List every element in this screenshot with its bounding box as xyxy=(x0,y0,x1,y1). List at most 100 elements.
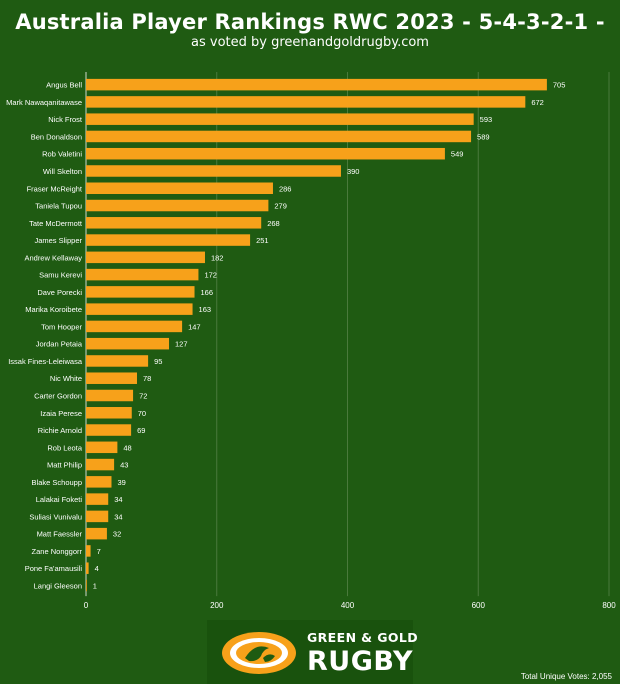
data-label: 182 xyxy=(211,253,224,262)
category-label: Angus Bell xyxy=(46,81,82,90)
x-tick-label: 600 xyxy=(472,601,486,610)
bar-chart: 0 200 400 600 800 Angus Bell 705 Mark Nawaqanit… xyxy=(6,72,616,610)
category-label: Issak Fines-Leleiwasa xyxy=(8,357,83,366)
category-label: Nic White xyxy=(50,374,82,383)
total-votes-note: Total Unique Votes: 2,055 xyxy=(520,672,612,681)
bar xyxy=(86,96,526,108)
data-label: 48 xyxy=(123,443,131,452)
data-label: 390 xyxy=(347,167,360,176)
category-label: Tom Hooper xyxy=(41,322,82,331)
data-label: 705 xyxy=(553,81,566,90)
category-label: Matt Philip xyxy=(47,461,82,470)
x-tick-label: 400 xyxy=(341,601,355,610)
data-label: 1 xyxy=(93,581,97,590)
category-label: Richie Arnold xyxy=(38,426,82,435)
data-label: 549 xyxy=(451,150,464,159)
data-label: 279 xyxy=(274,202,287,211)
x-tick-label: 200 xyxy=(210,601,224,610)
data-label: 4 xyxy=(95,564,99,573)
bar xyxy=(86,389,134,402)
data-label: 95 xyxy=(154,357,162,366)
bar xyxy=(86,545,91,557)
logo-line-2: RUGBY xyxy=(307,646,414,677)
bar xyxy=(86,337,170,350)
data-label: 251 xyxy=(256,236,269,245)
category-label: Blake Schoupp xyxy=(32,478,82,487)
category-label: Nick Frost xyxy=(48,115,83,124)
data-label: 672 xyxy=(531,98,544,107)
chart-subtitle: as voted by greenandgoldrugby.com xyxy=(191,35,429,50)
category-label: Lalakai Foketi xyxy=(36,495,83,504)
bar xyxy=(86,165,341,177)
bar xyxy=(86,407,132,419)
category-label: Rob Valetini xyxy=(42,150,82,159)
data-label: 147 xyxy=(188,322,201,331)
data-label: 34 xyxy=(114,495,122,504)
data-label: 7 xyxy=(97,547,101,556)
data-label: 172 xyxy=(204,271,217,280)
bar xyxy=(86,476,112,488)
bar xyxy=(86,441,118,454)
data-label: 69 xyxy=(137,426,145,435)
bar xyxy=(86,217,262,229)
bar xyxy=(86,424,132,436)
data-label: 43 xyxy=(120,461,128,470)
data-label: 593 xyxy=(480,115,493,124)
bar xyxy=(86,510,109,523)
category-label: Samu Kerevi xyxy=(39,271,82,280)
bar xyxy=(86,562,89,574)
bar xyxy=(86,199,269,212)
category-label: Zane Nonggorr xyxy=(32,547,83,556)
category-label: Carter Gordon xyxy=(34,391,82,400)
bar xyxy=(86,458,115,471)
category-label: Jordan Petaia xyxy=(36,340,83,349)
category-label: Dave Porecki xyxy=(37,288,82,297)
bar xyxy=(86,493,109,505)
bar xyxy=(86,355,149,367)
green-and-gold-rugby-logo: GREEN & GOLD RUGBY xyxy=(207,620,418,684)
category-label: Ben Donaldson xyxy=(31,132,82,141)
bar xyxy=(86,113,474,125)
category-label: Mark Nawaqanitawase xyxy=(6,98,82,107)
rugby-ball-icon xyxy=(222,632,296,674)
data-label: 39 xyxy=(117,478,125,487)
bar xyxy=(86,320,183,333)
category-label: Will Skelton xyxy=(43,167,82,176)
x-tick-label: 800 xyxy=(602,601,616,610)
data-label: 72 xyxy=(139,391,147,400)
category-label: Langi Gleeson xyxy=(34,581,82,590)
data-label: 127 xyxy=(175,340,188,349)
data-label: 589 xyxy=(477,132,490,141)
data-label: 286 xyxy=(279,184,292,193)
bar xyxy=(86,303,193,315)
category-label: Fraser McReight xyxy=(27,184,83,193)
category-label: Suliasi Vunivalu xyxy=(29,512,82,521)
bar xyxy=(86,130,472,143)
bar xyxy=(86,182,273,195)
data-label: 166 xyxy=(201,288,214,297)
category-label: Tate McDermott xyxy=(29,219,83,228)
category-label: Marika Koroibete xyxy=(25,305,82,314)
data-label: 268 xyxy=(267,219,280,228)
bar xyxy=(86,372,137,384)
data-label: 163 xyxy=(199,305,212,314)
bar xyxy=(86,579,87,592)
category-label: Pone Fa'amausili xyxy=(25,564,83,573)
bar xyxy=(86,527,107,540)
category-label: Rob Leota xyxy=(47,443,82,452)
category-label: Izaia Perese xyxy=(40,409,82,418)
category-label: Matt Faessler xyxy=(37,530,83,539)
bar xyxy=(86,78,547,91)
logo-line-1: GREEN & GOLD xyxy=(307,630,419,645)
data-label: 78 xyxy=(143,374,151,383)
data-label: 32 xyxy=(113,530,121,539)
bar xyxy=(86,268,199,281)
data-label: 34 xyxy=(114,512,122,521)
x-tick-label: 0 xyxy=(84,601,89,610)
category-label: James Slipper xyxy=(34,236,82,245)
bar xyxy=(86,286,195,298)
category-label: Taniela Tupou xyxy=(35,202,82,211)
bar xyxy=(86,251,205,264)
bar xyxy=(86,147,445,160)
chart-title: Australia Player Rankings RWC 2023 - 5-4… xyxy=(15,10,605,34)
